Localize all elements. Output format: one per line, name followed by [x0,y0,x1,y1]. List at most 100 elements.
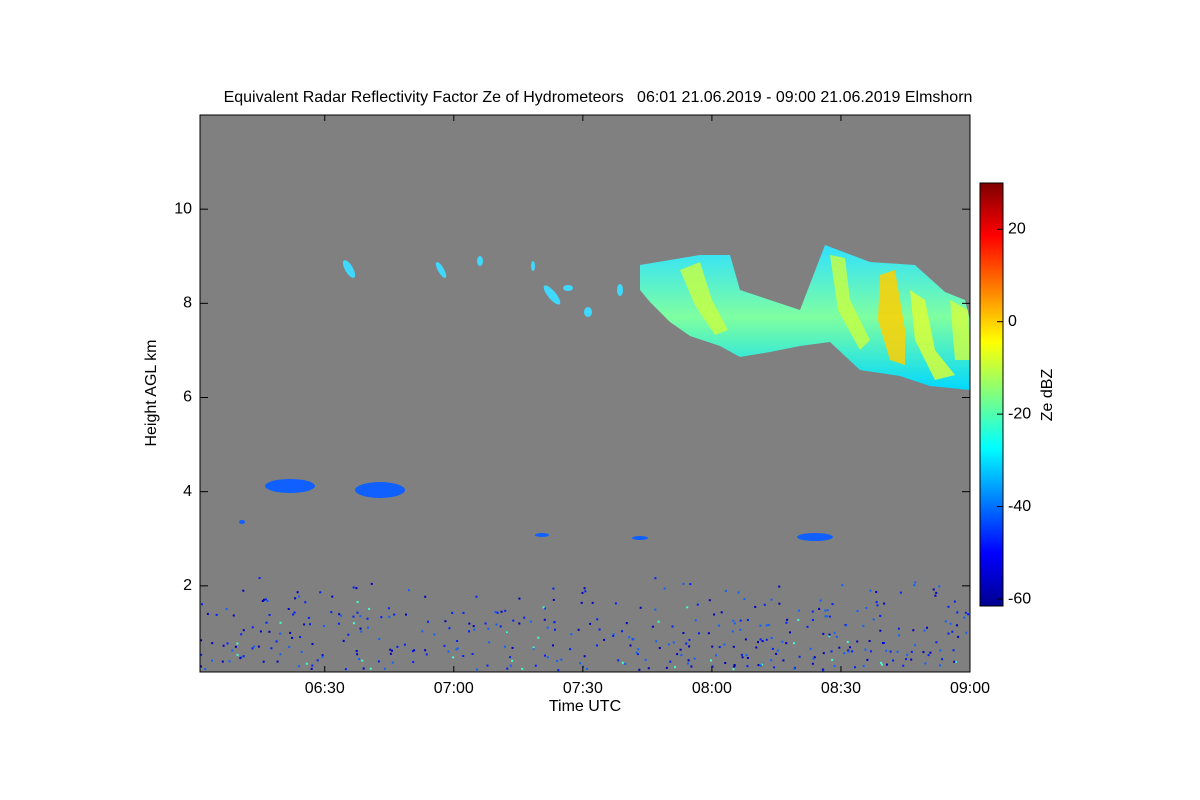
speckle [307,616,310,619]
speckle [797,609,800,612]
speckle [462,655,465,657]
speckle [822,632,825,635]
colorbar-tick-label: 20 [1008,220,1026,237]
speckle [914,644,917,647]
speckle [912,629,915,632]
speckle [288,646,291,649]
speckle [352,615,355,618]
speckle [688,645,691,648]
speckle [455,648,458,651]
speckle [793,642,795,645]
speckle [845,624,848,627]
speckle [268,614,271,616]
speckle [806,625,809,628]
speckle [200,653,203,656]
speckle [487,627,490,630]
speckle [786,618,789,621]
speckle [242,629,245,632]
speckle [732,668,735,671]
cloud-echo [910,290,955,380]
speckle [378,638,381,641]
speckle [484,622,487,625]
speckle [293,611,296,614]
speckle [880,661,882,664]
speckle [553,621,556,624]
speckle [935,641,938,644]
speckle [778,602,781,605]
speckle [886,663,888,666]
speckle [828,635,831,638]
speckle [355,650,358,652]
speckle [268,630,271,633]
speckle [696,603,699,606]
speckle [236,642,239,645]
speckle [740,653,743,656]
speckle [356,601,359,603]
y-tick-label: 6 [183,389,192,406]
speckle [938,664,941,667]
speckle [222,644,225,647]
speckle [211,659,213,662]
speckle [707,632,710,635]
speckle [671,625,674,628]
speckle [275,640,278,643]
speckle [340,614,343,617]
speckle [771,647,774,650]
speckle [825,615,828,618]
speckle [511,659,514,662]
speckle [411,650,414,653]
speckle [632,638,635,641]
colorbar-tick-label: -40 [1008,498,1031,515]
speckle [951,630,954,633]
speckle [838,646,841,649]
speckle [952,649,955,652]
speckle [654,577,657,580]
speckle [744,638,747,641]
speckle [879,629,882,632]
speckle [279,621,282,624]
speckle [554,628,556,631]
speckle [913,584,916,587]
speckle [831,603,834,606]
speckle [309,623,311,626]
speckle [546,656,549,659]
speckle [658,647,661,649]
speckle [949,622,952,625]
speckle [266,600,269,602]
speckle [746,619,749,621]
speckle [663,587,666,590]
speckle [577,628,580,631]
speckle [262,660,265,663]
speckle [300,650,303,653]
speckle [778,585,781,588]
speckle [476,668,478,671]
speckle [612,635,615,637]
x-tick-label: 07:30 [563,680,603,697]
speckle [570,633,573,636]
speckle [732,619,735,622]
speckle [864,648,867,651]
speckle [929,651,932,654]
speckle [366,617,369,620]
speckle [628,636,631,639]
speckle [504,645,506,648]
speckle [443,644,446,647]
speckle [424,595,427,598]
speckle [532,646,535,649]
speckle [841,584,844,587]
speckle [534,664,537,667]
speckle [552,644,554,647]
speckle [846,640,849,643]
colorbar-tick-label: -60 [1008,590,1031,607]
speckle [552,587,555,590]
speckle [546,626,549,629]
speckle [321,655,324,658]
speckle [625,622,628,625]
speckle [226,642,229,645]
speckle [637,648,640,651]
speckle [424,649,427,652]
speckle [299,636,302,638]
speckle [393,613,396,616]
speckle [447,650,450,653]
